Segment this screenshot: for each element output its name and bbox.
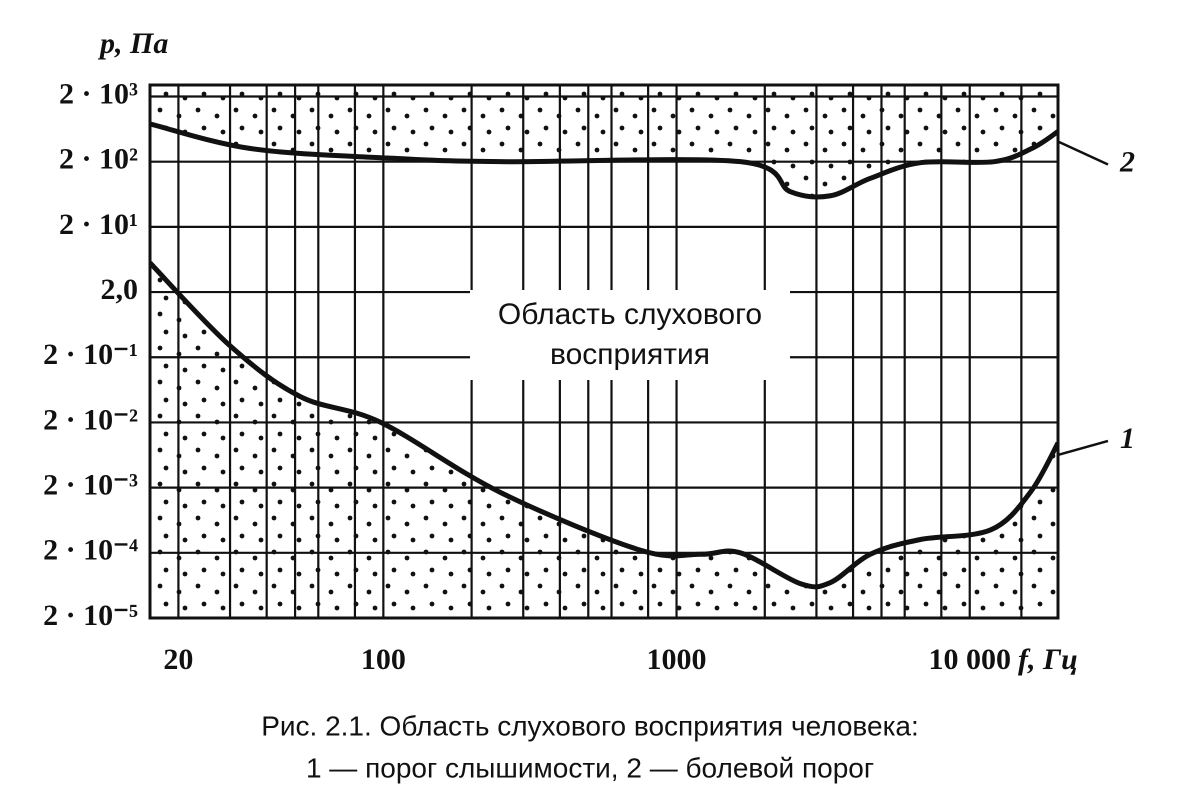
legend-label: 2 (1119, 145, 1135, 178)
annotation: Область слухового (498, 298, 762, 331)
hatched-area (150, 262, 1058, 618)
curve (150, 261, 1058, 590)
x-tick-label: 10 000 (928, 643, 1011, 676)
y-tick-label: 2 · 10³ (59, 77, 138, 110)
leader-line (1057, 439, 1109, 457)
y-tick-label: 2 · 10² (59, 143, 138, 176)
y-tick-label: 2 · 10⁻² (43, 403, 138, 436)
caption: Рис. 2.1. Область слухового восприятия ч… (261, 710, 919, 741)
annotation: восприятия (550, 338, 710, 371)
x-tick-label: 100 (361, 643, 406, 676)
labels: 2 · 10³ 2 · 10² 2 · 10¹ 2,0 2 · 10⁻¹ 2 · 10⁻²… (43, 77, 1135, 676)
x-axis-label: f, Гц (1018, 643, 1078, 676)
x-tick-label: 1000 (647, 643, 707, 676)
y-tick-label: 2,0 (101, 273, 139, 306)
curves (150, 121, 1058, 590)
legend-label: 1 (1120, 422, 1135, 455)
caption: 1 — порог слышимости, 2 — болевой порог (306, 752, 874, 783)
y-tick-label: 2 · 10⁻⁴ (43, 534, 138, 567)
hatched-area (150, 85, 1058, 197)
y-tick-label: 2 · 10¹ (59, 208, 138, 241)
y-tick-label: 2 · 10⁻³ (43, 469, 138, 502)
y-tick-label: 2 · 10⁻⁵ (43, 599, 138, 632)
y-axis-label: p, Па (97, 27, 168, 60)
annotation-background (470, 290, 790, 380)
hatched-areas (150, 85, 1058, 618)
plot-frame (148, 83, 1060, 620)
leader-line (1057, 140, 1109, 166)
curve (150, 121, 1058, 200)
x-tick-label: 20 (163, 643, 193, 676)
y-tick-label: 2 · 10⁻¹ (43, 338, 138, 371)
